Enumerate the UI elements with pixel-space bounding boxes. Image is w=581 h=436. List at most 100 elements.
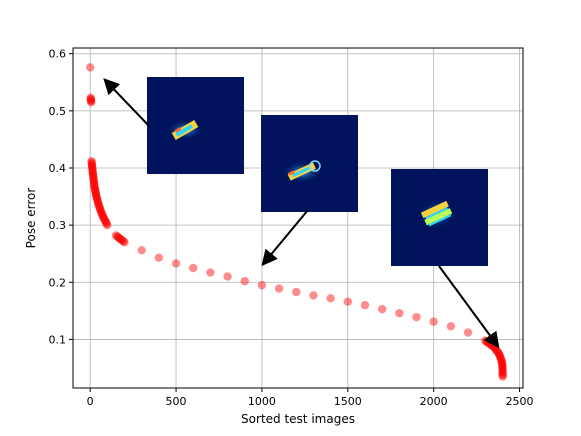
data-point xyxy=(343,297,353,306)
data-point xyxy=(498,370,507,380)
y-tick-label: 0.5 xyxy=(49,105,67,118)
data-point xyxy=(97,210,107,220)
thumbnail-middle xyxy=(261,115,358,212)
data-point xyxy=(463,328,473,337)
data-point xyxy=(88,166,97,176)
data-point xyxy=(257,280,267,290)
data-point xyxy=(88,170,98,180)
data-point xyxy=(96,206,105,215)
data-point xyxy=(101,218,111,227)
data-point xyxy=(85,63,95,72)
y-tick-label: 0.1 xyxy=(49,333,67,346)
data-point xyxy=(395,308,404,318)
data-point xyxy=(498,369,507,378)
data-point xyxy=(97,207,106,217)
data-point xyxy=(429,317,438,326)
data-point xyxy=(98,211,108,221)
data-point xyxy=(89,176,98,185)
data-point xyxy=(137,246,146,255)
x-tick-label: 500 xyxy=(166,395,187,408)
x-axis: 0 500 1000 1500 2000 2500 xyxy=(87,388,534,408)
data-point xyxy=(93,195,102,204)
data-point xyxy=(206,268,215,277)
data-point xyxy=(274,284,284,293)
data-point xyxy=(493,348,503,357)
data-point xyxy=(189,263,198,273)
arrow-to-tail xyxy=(438,265,500,349)
x-tick-label: 0 xyxy=(87,395,94,408)
data-point xyxy=(497,356,506,365)
data-point xyxy=(86,95,96,105)
thumbnail-top-left xyxy=(147,77,244,174)
data-point xyxy=(87,161,97,170)
y-axis: 0.1 0.2 0.3 0.4 0.5 0.6 xyxy=(49,48,73,346)
data-point xyxy=(309,291,318,300)
x-axis-title: Sorted test images xyxy=(241,412,355,426)
data-point xyxy=(87,162,97,171)
data-point xyxy=(377,304,387,314)
data-point xyxy=(496,355,506,364)
data-point xyxy=(117,235,126,244)
data-point xyxy=(99,214,109,223)
data-point xyxy=(95,203,104,213)
x-tick-label: 1000 xyxy=(248,395,276,408)
data-points xyxy=(85,63,507,381)
data-point xyxy=(99,213,108,222)
data-point xyxy=(223,272,232,281)
thumbnail-right xyxy=(391,169,488,266)
data-point xyxy=(89,175,98,184)
data-point xyxy=(102,219,111,229)
data-point xyxy=(88,169,98,178)
x-tick-label: 2000 xyxy=(420,395,448,408)
data-point xyxy=(292,287,301,297)
data-point xyxy=(113,232,123,242)
x-tick-label: 2500 xyxy=(506,395,534,408)
data-point xyxy=(87,156,96,166)
data-point xyxy=(498,362,507,371)
data-point xyxy=(498,360,507,370)
data-point xyxy=(360,300,370,310)
data-point xyxy=(119,237,128,246)
data-point xyxy=(497,357,506,366)
data-point xyxy=(87,158,96,167)
data-point xyxy=(89,173,98,183)
data-point xyxy=(495,350,504,360)
data-point xyxy=(92,194,102,203)
data-point xyxy=(497,358,507,368)
plot-frame xyxy=(72,47,524,389)
data-point xyxy=(87,159,97,169)
data-point xyxy=(116,234,125,244)
arrow-to-outliers xyxy=(103,78,150,127)
data-point xyxy=(114,233,124,243)
data-point xyxy=(498,368,507,377)
data-point xyxy=(494,349,504,358)
data-point xyxy=(93,196,102,206)
y-tick-label: 0.4 xyxy=(49,162,67,175)
data-point xyxy=(92,192,101,202)
data-point xyxy=(91,191,101,200)
data-point xyxy=(89,177,99,187)
data-point xyxy=(498,372,507,381)
y-tick-label: 0.2 xyxy=(49,276,67,289)
data-point xyxy=(100,215,109,225)
data-point xyxy=(90,182,99,191)
data-point xyxy=(86,96,96,106)
data-point xyxy=(88,168,97,177)
y-axis-title: Pose error xyxy=(24,188,38,249)
thumbnails xyxy=(147,77,488,266)
data-point xyxy=(91,189,101,199)
data-point xyxy=(90,184,100,194)
data-point xyxy=(97,209,106,218)
y-tick-label: 0.6 xyxy=(49,48,67,61)
data-point xyxy=(112,232,122,241)
data-point xyxy=(120,238,129,247)
data-point xyxy=(498,366,507,376)
data-point xyxy=(496,353,505,363)
data-point xyxy=(495,352,505,361)
data-point xyxy=(87,98,96,107)
data-point xyxy=(412,312,421,322)
data-point xyxy=(89,179,99,188)
data-point xyxy=(86,94,96,104)
data-point xyxy=(118,236,127,245)
